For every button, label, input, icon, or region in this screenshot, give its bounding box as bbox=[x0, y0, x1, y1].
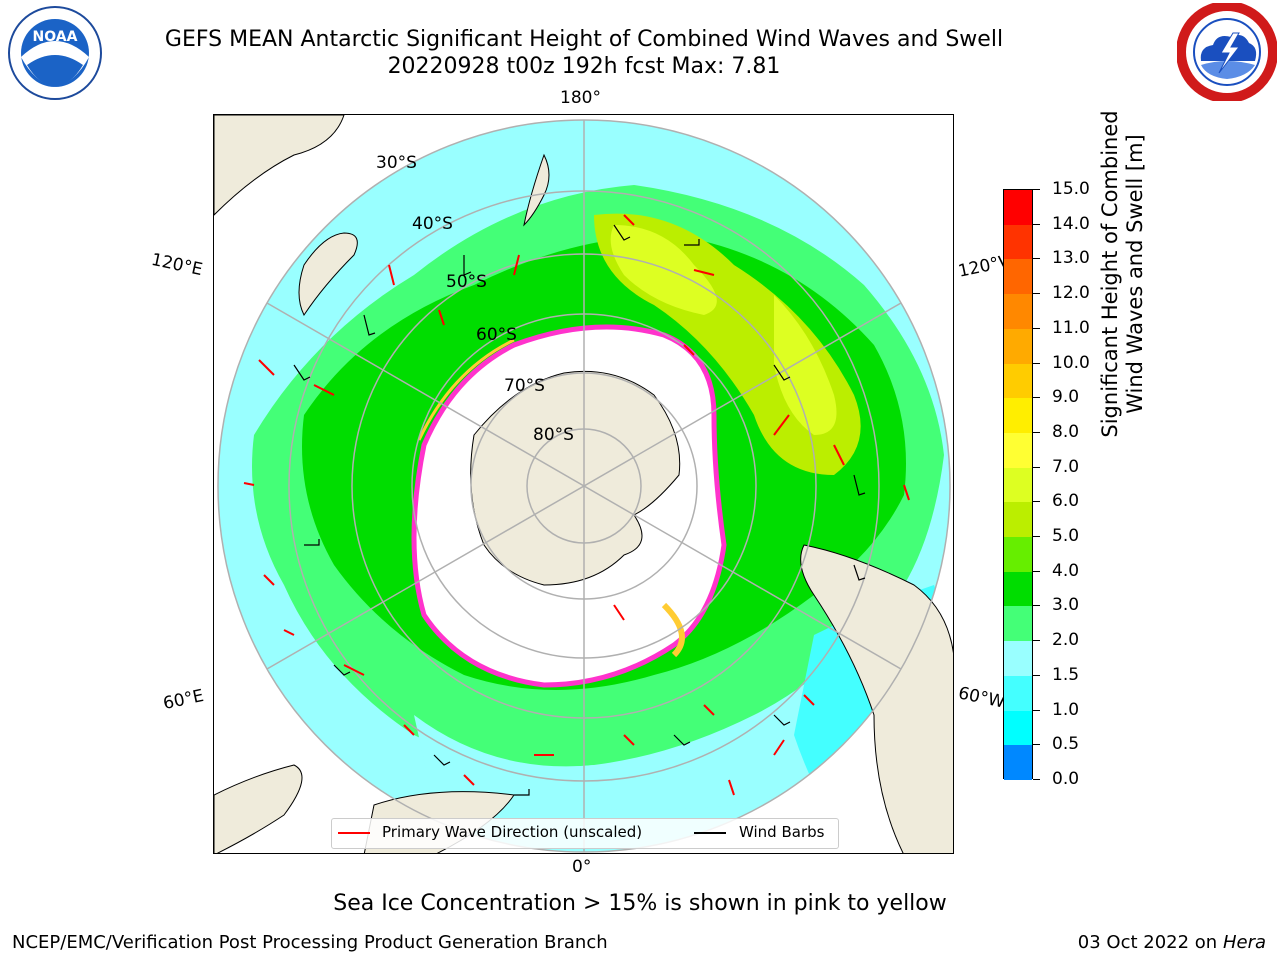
new-zealand-land bbox=[523, 153, 550, 227]
australia-land bbox=[214, 115, 345, 216]
noaa-logo-text: NOAA bbox=[33, 29, 78, 45]
colorbar-tick-label: 0.5 bbox=[1052, 734, 1080, 755]
colorbar-tick bbox=[1033, 744, 1040, 746]
wind-barb-legend-line bbox=[694, 832, 726, 834]
colorbar-segment bbox=[1004, 224, 1032, 260]
colorbar-tick bbox=[1033, 362, 1040, 364]
colorbar-tick bbox=[1033, 501, 1040, 503]
colorbar-segment bbox=[1004, 467, 1032, 503]
colorbar-tick-label: 0.0 bbox=[1052, 769, 1080, 789]
colorbar-label-line2: Wind Waves and Swell [m] bbox=[1123, 134, 1147, 414]
colorbar-tick-label: 15.0 bbox=[1052, 179, 1090, 199]
lat-label-50s: 50°S bbox=[446, 272, 487, 292]
colorbar-segment bbox=[1004, 710, 1032, 746]
colorbar-segment bbox=[1004, 502, 1032, 538]
colorbar-segment bbox=[1004, 537, 1032, 573]
colorbar-tick bbox=[1033, 605, 1040, 607]
colorbar-label: Significant Height of Combined Wind Wave… bbox=[1098, 64, 1148, 484]
colorbar-segment bbox=[1004, 745, 1032, 781]
colorbar-tick bbox=[1033, 327, 1040, 329]
wave-direction-legend-label: Primary Wave Direction (unscaled) bbox=[382, 823, 643, 841]
colorbar-tick-label: 13.0 bbox=[1052, 248, 1090, 269]
colorbar-tick-label: 9.0 bbox=[1052, 387, 1080, 408]
colorbar-segment bbox=[1004, 606, 1032, 642]
lon-label-180: 180° bbox=[560, 88, 601, 108]
colorbar-tick bbox=[1033, 466, 1040, 468]
colorbar-tick bbox=[1033, 779, 1040, 780]
chart-subtitle: 20220928 t00z 192h fcst Max: 7.81 bbox=[387, 54, 781, 79]
wave-direction-legend-line bbox=[338, 832, 370, 834]
colorbar-segment bbox=[1004, 432, 1032, 469]
colorbar-segment bbox=[1004, 190, 1032, 226]
colorbar-tick bbox=[1033, 536, 1040, 538]
colorbar-tick-label: 2.0 bbox=[1052, 630, 1080, 651]
colorbar-tick-label: 1.0 bbox=[1052, 699, 1080, 720]
colorbar-tick bbox=[1033, 640, 1040, 642]
lat-label-40s: 40°S bbox=[412, 214, 453, 234]
lat-label-30s: 30°S bbox=[376, 153, 417, 173]
colorbar-tick bbox=[1033, 397, 1040, 399]
noaa-logo: NOAA bbox=[8, 6, 102, 100]
colorbar-tick-label: 12.0 bbox=[1052, 283, 1090, 304]
footer-date-text: 03 Oct 2022 on bbox=[1077, 932, 1223, 953]
lat-label-80s: 80°S bbox=[533, 425, 574, 445]
colorbar-tick bbox=[1033, 709, 1040, 711]
footer-branch: NCEP/EMC/Verification Post Processing Pr… bbox=[12, 932, 608, 953]
colorbar-segment bbox=[1004, 259, 1032, 295]
colorbar-segment bbox=[1004, 571, 1032, 607]
colorbar-tick-label: 11.0 bbox=[1052, 317, 1090, 338]
colorbar-tick-label: 4.0 bbox=[1052, 560, 1080, 581]
colorbar-segment bbox=[1004, 675, 1032, 712]
colorbar-tick-label: 1.5 bbox=[1052, 664, 1080, 685]
lon-label-60w: 60°W bbox=[956, 683, 1007, 713]
colorbar-segment bbox=[1004, 294, 1032, 330]
colorbar-tick-label: 14.0 bbox=[1052, 213, 1090, 234]
colorbar-tick bbox=[1033, 570, 1040, 572]
wind-barb-legend-label: Wind Barbs bbox=[739, 823, 825, 841]
colorbar-tick bbox=[1033, 293, 1040, 295]
lon-label-0: 0° bbox=[572, 857, 592, 877]
footer-date: 03 Oct 2022 on Hera bbox=[1078, 932, 1266, 953]
map-legend: Primary Wave Direction (unscaled) Wind B… bbox=[331, 818, 839, 849]
lat-label-60s: 60°S bbox=[476, 325, 517, 345]
colorbar-tick-label: 6.0 bbox=[1052, 491, 1080, 512]
sea-ice-caption: Sea Ice Concentration > 15% is shown in … bbox=[333, 891, 947, 916]
colorbar-segment bbox=[1004, 328, 1032, 365]
map-panel: 30°S 40°S 50°S 60°S 70°S 80°S bbox=[213, 114, 954, 854]
south-america-land bbox=[800, 544, 953, 853]
colorbar-segment bbox=[1004, 363, 1032, 399]
colorbar-tick-label: 5.0 bbox=[1052, 526, 1080, 547]
polar-map bbox=[214, 115, 953, 853]
colorbar-tick-label: 3.0 bbox=[1052, 595, 1080, 616]
lat-label-70s: 70°S bbox=[504, 376, 545, 396]
colorbar-segment bbox=[1004, 398, 1032, 434]
wave-direction-arrows bbox=[243, 214, 910, 796]
colorbar-tick-label: 10.0 bbox=[1052, 352, 1090, 373]
nws-logo bbox=[1177, 3, 1277, 101]
colorbar bbox=[1003, 189, 1033, 781]
colorbar-tick bbox=[1033, 223, 1040, 225]
colorbar-tick bbox=[1033, 189, 1040, 190]
chart-title: GEFS MEAN Antarctic Significant Height o… bbox=[164, 27, 1004, 52]
wind-barbs bbox=[293, 224, 866, 796]
lon-label-60e: 60°E bbox=[161, 685, 206, 715]
africa-land bbox=[214, 764, 303, 853]
colorbar-tick bbox=[1033, 258, 1040, 260]
colorbar-tick bbox=[1033, 431, 1040, 433]
lon-label-120e: 120°E bbox=[149, 249, 205, 281]
colorbar-label-line1: Significant Height of Combined bbox=[1098, 110, 1122, 438]
graticule bbox=[217, 119, 951, 853]
colorbar-tick-label: 7.0 bbox=[1052, 456, 1080, 477]
colorbar-tick bbox=[1033, 674, 1040, 676]
footer-host: Hera bbox=[1222, 932, 1266, 953]
colorbar-segment bbox=[1004, 641, 1032, 677]
colorbar-tick-label: 8.0 bbox=[1052, 421, 1080, 442]
